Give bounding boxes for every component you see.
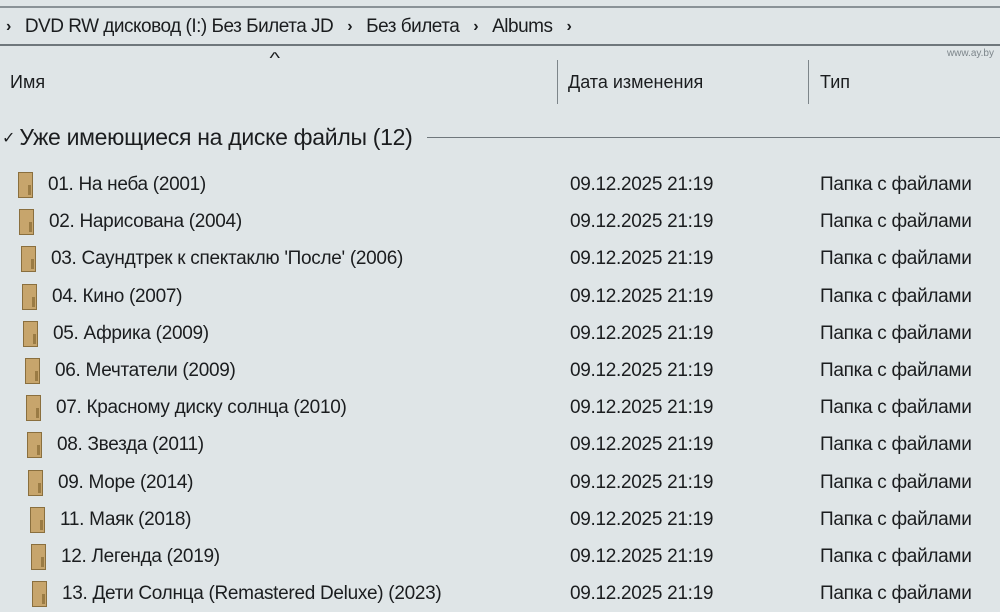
table-row[interactable]: 13. Дети Солнца (Remastered Deluxe) (202… xyxy=(0,577,1000,611)
column-header-type[interactable]: Тип xyxy=(820,72,851,92)
breadcrumb-item-albums[interactable]: Albums xyxy=(492,16,553,37)
date-modified: 09.12.2025 21:19 xyxy=(570,546,714,567)
folder-icon xyxy=(18,172,33,198)
chevron-right-icon[interactable]: › xyxy=(566,18,572,35)
folder-icon xyxy=(28,469,43,496)
file-type: Папка с файлами xyxy=(820,508,972,530)
file-type: Папка с файлами xyxy=(820,211,972,233)
folder-icon xyxy=(22,283,37,310)
column-resize-handle[interactable] xyxy=(557,60,558,104)
group-label: Уже имеющиеся на диске файлы (12) xyxy=(19,124,413,150)
column-resize-handle[interactable] xyxy=(808,60,809,104)
table-row[interactable]: 06. Мечтатели (2009) 09.12.2025 21:19 Папк… xyxy=(0,354,1000,388)
file-type: Папка с файлами xyxy=(820,285,972,307)
folder-icon xyxy=(25,358,40,384)
file-type: Папка с файлами xyxy=(820,471,972,493)
file-name: 12. Легенда (2019) xyxy=(61,546,220,567)
file-name: 07. Красному диску солнца (2010) xyxy=(56,397,347,419)
table-row[interactable]: 08. Звезда (2011) 09.12.2025 21:19 Папка с… xyxy=(0,428,1000,462)
date-modified: 09.12.2025 21:19 xyxy=(570,285,714,307)
date-modified: 09.12.2025 21:19 xyxy=(570,322,714,344)
table-row[interactable]: 05. Африка (2009) 09.12.2025 21:19 Папка с… xyxy=(0,317,1000,351)
table-row[interactable]: 12. Легенда (2019) 09.12.2025 21:19 Папка … xyxy=(0,540,1000,574)
file-name: 13. Дети Солнца (Remastered Deluxe) (202… xyxy=(62,583,442,605)
watermark: www.ay.by xyxy=(946,48,994,59)
table-row[interactable]: 07. Красному диску солнца (2010) 09.12.20… xyxy=(0,391,1000,425)
date-modified: 09.12.2025 21:19 xyxy=(570,508,714,530)
table-row[interactable]: 09. Море (2014) 09.12.2025 21:19 Папка с ф… xyxy=(0,466,1000,500)
file-type: Папка с файлами xyxy=(820,583,972,605)
date-modified: 09.12.2025 21:19 xyxy=(570,174,714,195)
file-type: Папка с файлами xyxy=(820,360,972,381)
date-modified: 09.12.2025 21:19 xyxy=(570,583,714,605)
table-row[interactable]: 03. Саундтрек к спектаклю 'После' (2006)… xyxy=(0,242,1000,276)
file-name: 11. Маяк (2018) xyxy=(60,508,192,530)
folder-icon xyxy=(21,246,36,273)
breadcrumb-item-folder[interactable]: Без билета xyxy=(366,16,460,37)
sort-ascending-icon: ^ xyxy=(269,50,281,67)
column-header-name[interactable]: Имя xyxy=(10,72,46,92)
chevron-right-icon[interactable]: › xyxy=(6,18,11,35)
folder-icon xyxy=(32,581,47,608)
folder-icon xyxy=(23,320,38,347)
group-divider xyxy=(426,137,1000,138)
chevron-down-icon[interactable]: ✓ xyxy=(2,129,16,147)
date-modified: 09.12.2025 21:19 xyxy=(570,397,714,419)
file-type: Папка с файлами xyxy=(820,434,972,456)
folder-icon xyxy=(30,506,45,533)
chevron-right-icon[interactable]: › xyxy=(473,18,479,35)
date-modified: 09.12.2025 21:19 xyxy=(570,360,714,381)
folder-icon xyxy=(31,544,46,570)
file-type: Папка с файлами xyxy=(820,174,972,195)
file-name: 05. Африка (2009) xyxy=(53,322,209,344)
date-modified: 09.12.2025 21:19 xyxy=(570,471,714,493)
breadcrumb: › DVD RW дисковод (I:) Без Билета JD › Б… xyxy=(6,14,585,40)
date-modified: 09.12.2025 21:19 xyxy=(570,434,714,456)
table-row[interactable]: 04. Кино (2007) 09.12.2025 21:19 Папка с ф… xyxy=(0,280,1000,314)
file-type: Папка с файлами xyxy=(820,248,972,270)
file-name: 03. Саундтрек к спектаклю 'После' (2006) xyxy=(51,248,403,270)
file-name: 06. Мечтатели (2009) xyxy=(55,360,236,381)
column-header-bar: Имя Дата изменения Тип xyxy=(0,60,1000,106)
folder-icon xyxy=(27,432,42,459)
column-header-date[interactable]: Дата изменения xyxy=(568,72,704,92)
table-row[interactable]: 02. Нарисована (2004) 09.12.2025 21:19 Пап… xyxy=(0,205,1000,239)
date-modified: 09.12.2025 21:19 xyxy=(570,211,714,233)
table-row[interactable]: 11. Маяк (2018) 09.12.2025 21:19 Папка с ф… xyxy=(0,503,1000,537)
folder-icon xyxy=(19,209,34,236)
file-name: 09. Море (2014) xyxy=(58,471,194,493)
file-name: 01. На неба (2001) xyxy=(48,174,206,195)
folder-icon xyxy=(26,395,41,422)
breadcrumb-item-drive[interactable]: DVD RW дисковод (I:) Без Билета JD xyxy=(24,16,334,37)
address-bar-divider xyxy=(0,44,1000,46)
file-name: 04. Кино (2007) xyxy=(52,285,183,307)
chevron-right-icon[interactable]: › xyxy=(347,18,353,35)
file-type: Папка с файлами xyxy=(820,322,972,344)
file-name: 08. Звезда (2011) xyxy=(57,434,204,456)
group-header[interactable]: ✓ Уже имеющиеся на диске файлы (12) xyxy=(0,124,1000,151)
file-type: Папка с файлами xyxy=(820,397,972,419)
table-row[interactable]: 01. На неба (2001) 09.12.2025 21:19 Папка … xyxy=(0,168,1000,202)
file-name: 02. Нарисована (2004) xyxy=(49,211,242,233)
file-type: Папка с файлами xyxy=(820,546,972,567)
window-top-border xyxy=(0,6,1000,8)
date-modified: 09.12.2025 21:19 xyxy=(570,248,714,270)
